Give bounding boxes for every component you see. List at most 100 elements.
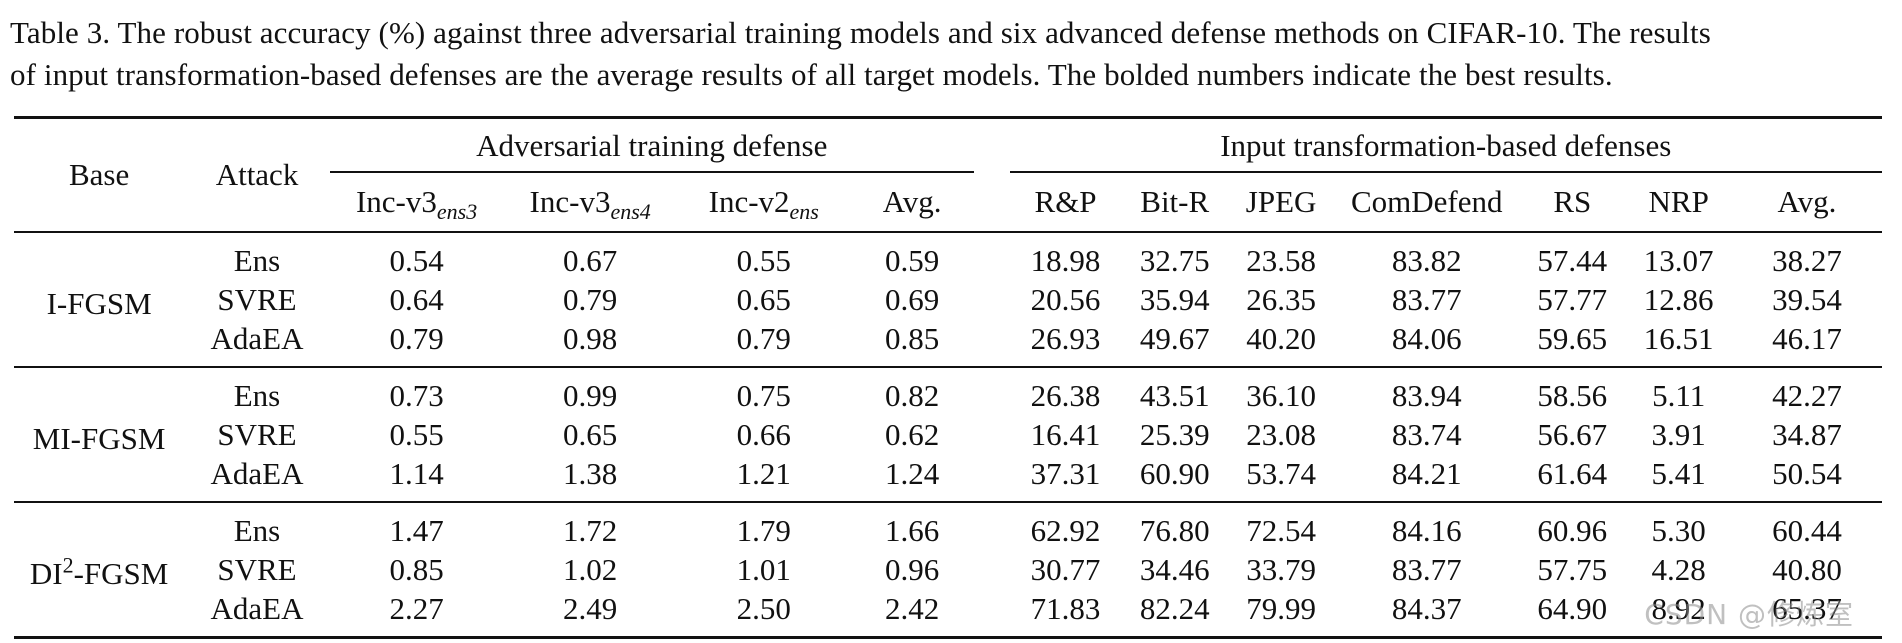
adv-column-name: Avg. [882,184,942,219]
input-value-cell: 40.20 [1227,319,1335,368]
input-value-cell: 50.54 [1731,454,1882,503]
input-value-cell: 26.93 [1009,319,1122,368]
table-row: AdaEA 1.14 1.38 1.21 1.24 37.31 60.90 53.74 84.2… [14,454,1882,503]
adv-value-cell: 0.65 [563,417,618,452]
input-value-cell: 64.90 [1519,589,1626,639]
input-value-cell: 37.31 [1009,454,1122,503]
input-value-cell: 60.44 [1772,513,1842,548]
adv-value-cell: 0.55 [389,417,444,452]
input-value-cell: 76.80 [1139,513,1210,548]
input-value-cell: 36.10 [1246,378,1316,413]
column-gap [974,232,1010,280]
adv-value-cell: 0.99 [563,378,618,413]
adversarial-training-group-label: Adversarial training defense [476,128,828,163]
attack-name-cell: AdaEA [184,454,330,503]
attack-name-cell: Ens [233,243,281,278]
input-value-cell: 62.92 [1030,513,1101,548]
input-value-cell: 83.77 [1391,552,1462,587]
adv-column-name: Inc-v2 [708,184,790,219]
adv-column-name: Inc-v3 [529,184,611,219]
input-value-cell: 60.96 [1537,513,1608,548]
input-value-cell: 13.07 [1643,243,1714,278]
adv-value-cell: 1.79 [736,513,791,548]
adv-value-cell: 0.85 [850,319,974,368]
adv-value-cell: 0.79 [676,319,851,368]
input-value-cell: 82.24 [1121,589,1228,639]
column-gap [973,589,1010,639]
input-value-cell: 57.44 [1537,243,1608,278]
adv-value-cell: 0.69 [885,282,940,317]
adv-column-header: Inc-v3ens3 [330,173,504,232]
adv-value-cell: 1.72 [563,513,618,548]
adv-value-cell: 0.79 [329,319,504,368]
attack-name-cell: SVRE [217,552,297,587]
input-value-cell: 84.06 [1334,319,1520,368]
input-value-cell: 49.67 [1121,319,1228,368]
input-value-cell: 12.86 [1643,282,1714,317]
input-value-cell: 5.11 [1652,378,1706,413]
input-value-cell: 34.87 [1772,417,1842,452]
table-row: SVRE 0.85 1.02 1.01 0.96 30.77 34.46 33.79 83.77… [14,550,1882,589]
attack-name-cell: SVRE [217,417,297,452]
input-column-header: R&P [1034,184,1097,219]
adv-value-cell: 2.49 [503,589,677,639]
input-column-header: NRP [1648,184,1709,219]
attack-name-cell: AdaEA [184,319,330,368]
adv-value-cell: 1.01 [736,552,791,587]
header-gap [974,118,1010,174]
column-gap [974,415,1010,454]
table-row: DI2-FGSM Ens 1.47 1.72 1.79 1.66 62.92 76.80 72.… [14,502,1882,639]
adv-value-cell: 0.65 [736,282,791,317]
adv-value-cell: 1.21 [676,454,851,503]
input-value-cell: 53.74 [1227,454,1335,503]
input-column-header: Avg. [1777,184,1837,219]
adversarial-training-group-header: Adversarial training defense [329,118,974,173]
input-value-cell: 79.99 [1227,589,1335,639]
input-value-cell: 60.90 [1121,454,1228,503]
column-gap [974,367,1010,415]
base-header: Base [68,157,130,192]
adv-value-cell: 0.55 [736,243,791,278]
input-value-cell: 5.41 [1625,454,1732,503]
adv-column-header: Avg. [851,173,974,232]
input-value-cell: 46.17 [1731,319,1882,368]
input-value-cell: 25.39 [1139,417,1210,452]
input-value-cell: 57.77 [1537,282,1608,317]
input-value-cell: 20.56 [1030,282,1101,317]
adv-value-cell: 1.47 [389,513,444,548]
adv-value-cell: 0.59 [885,243,940,278]
header-gap [974,173,1010,232]
input-value-cell: 40.80 [1772,552,1842,587]
base-method-name: MI-FGSM [32,421,166,456]
input-value-cell: 16.51 [1625,319,1732,368]
column-gap [974,280,1010,319]
table-row: AdaEA 0.79 0.98 0.79 0.85 26.93 49.67 40.20 84.0… [14,319,1882,368]
input-value-cell: 5.30 [1651,513,1706,548]
column-gap [973,319,1010,368]
input-value-cell: 23.08 [1246,417,1316,452]
base-method-superscript: 2 [62,552,74,578]
watermark: CSDN @修炼室 [1644,598,1854,631]
input-transformation-group-header: Input transformation-based defenses [1009,118,1882,173]
adv-value-cell: 1.38 [503,454,677,503]
input-value-cell: 61.64 [1519,454,1626,503]
input-value-cell: 16.41 [1030,417,1101,452]
input-value-cell: 30.77 [1030,552,1101,587]
input-value-cell: 4.28 [1651,552,1706,587]
input-value-cell: 84.21 [1334,454,1520,503]
adv-value-cell: 1.02 [563,552,618,587]
adv-value-cell: 2.50 [676,589,851,639]
input-value-cell: 39.54 [1772,282,1842,317]
attack-name-cell: Ens [233,513,281,548]
base-method-cell: MI-FGSM [14,367,185,503]
adv-value-cell: 0.79 [563,282,618,317]
input-value-cell: 3.91 [1651,417,1706,452]
input-column-header: ComDefend [1350,184,1503,219]
input-value-cell: 43.51 [1139,378,1210,413]
base-method-cell: DI2-FGSM [14,502,185,639]
input-value-cell: 59.65 [1519,319,1626,368]
adv-column-header: Inc-v3ens4 [503,173,677,232]
adv-column-subscript: ens3 [436,199,478,225]
input-value-cell: 83.94 [1391,378,1462,413]
input-value-cell: 83.77 [1391,282,1462,317]
